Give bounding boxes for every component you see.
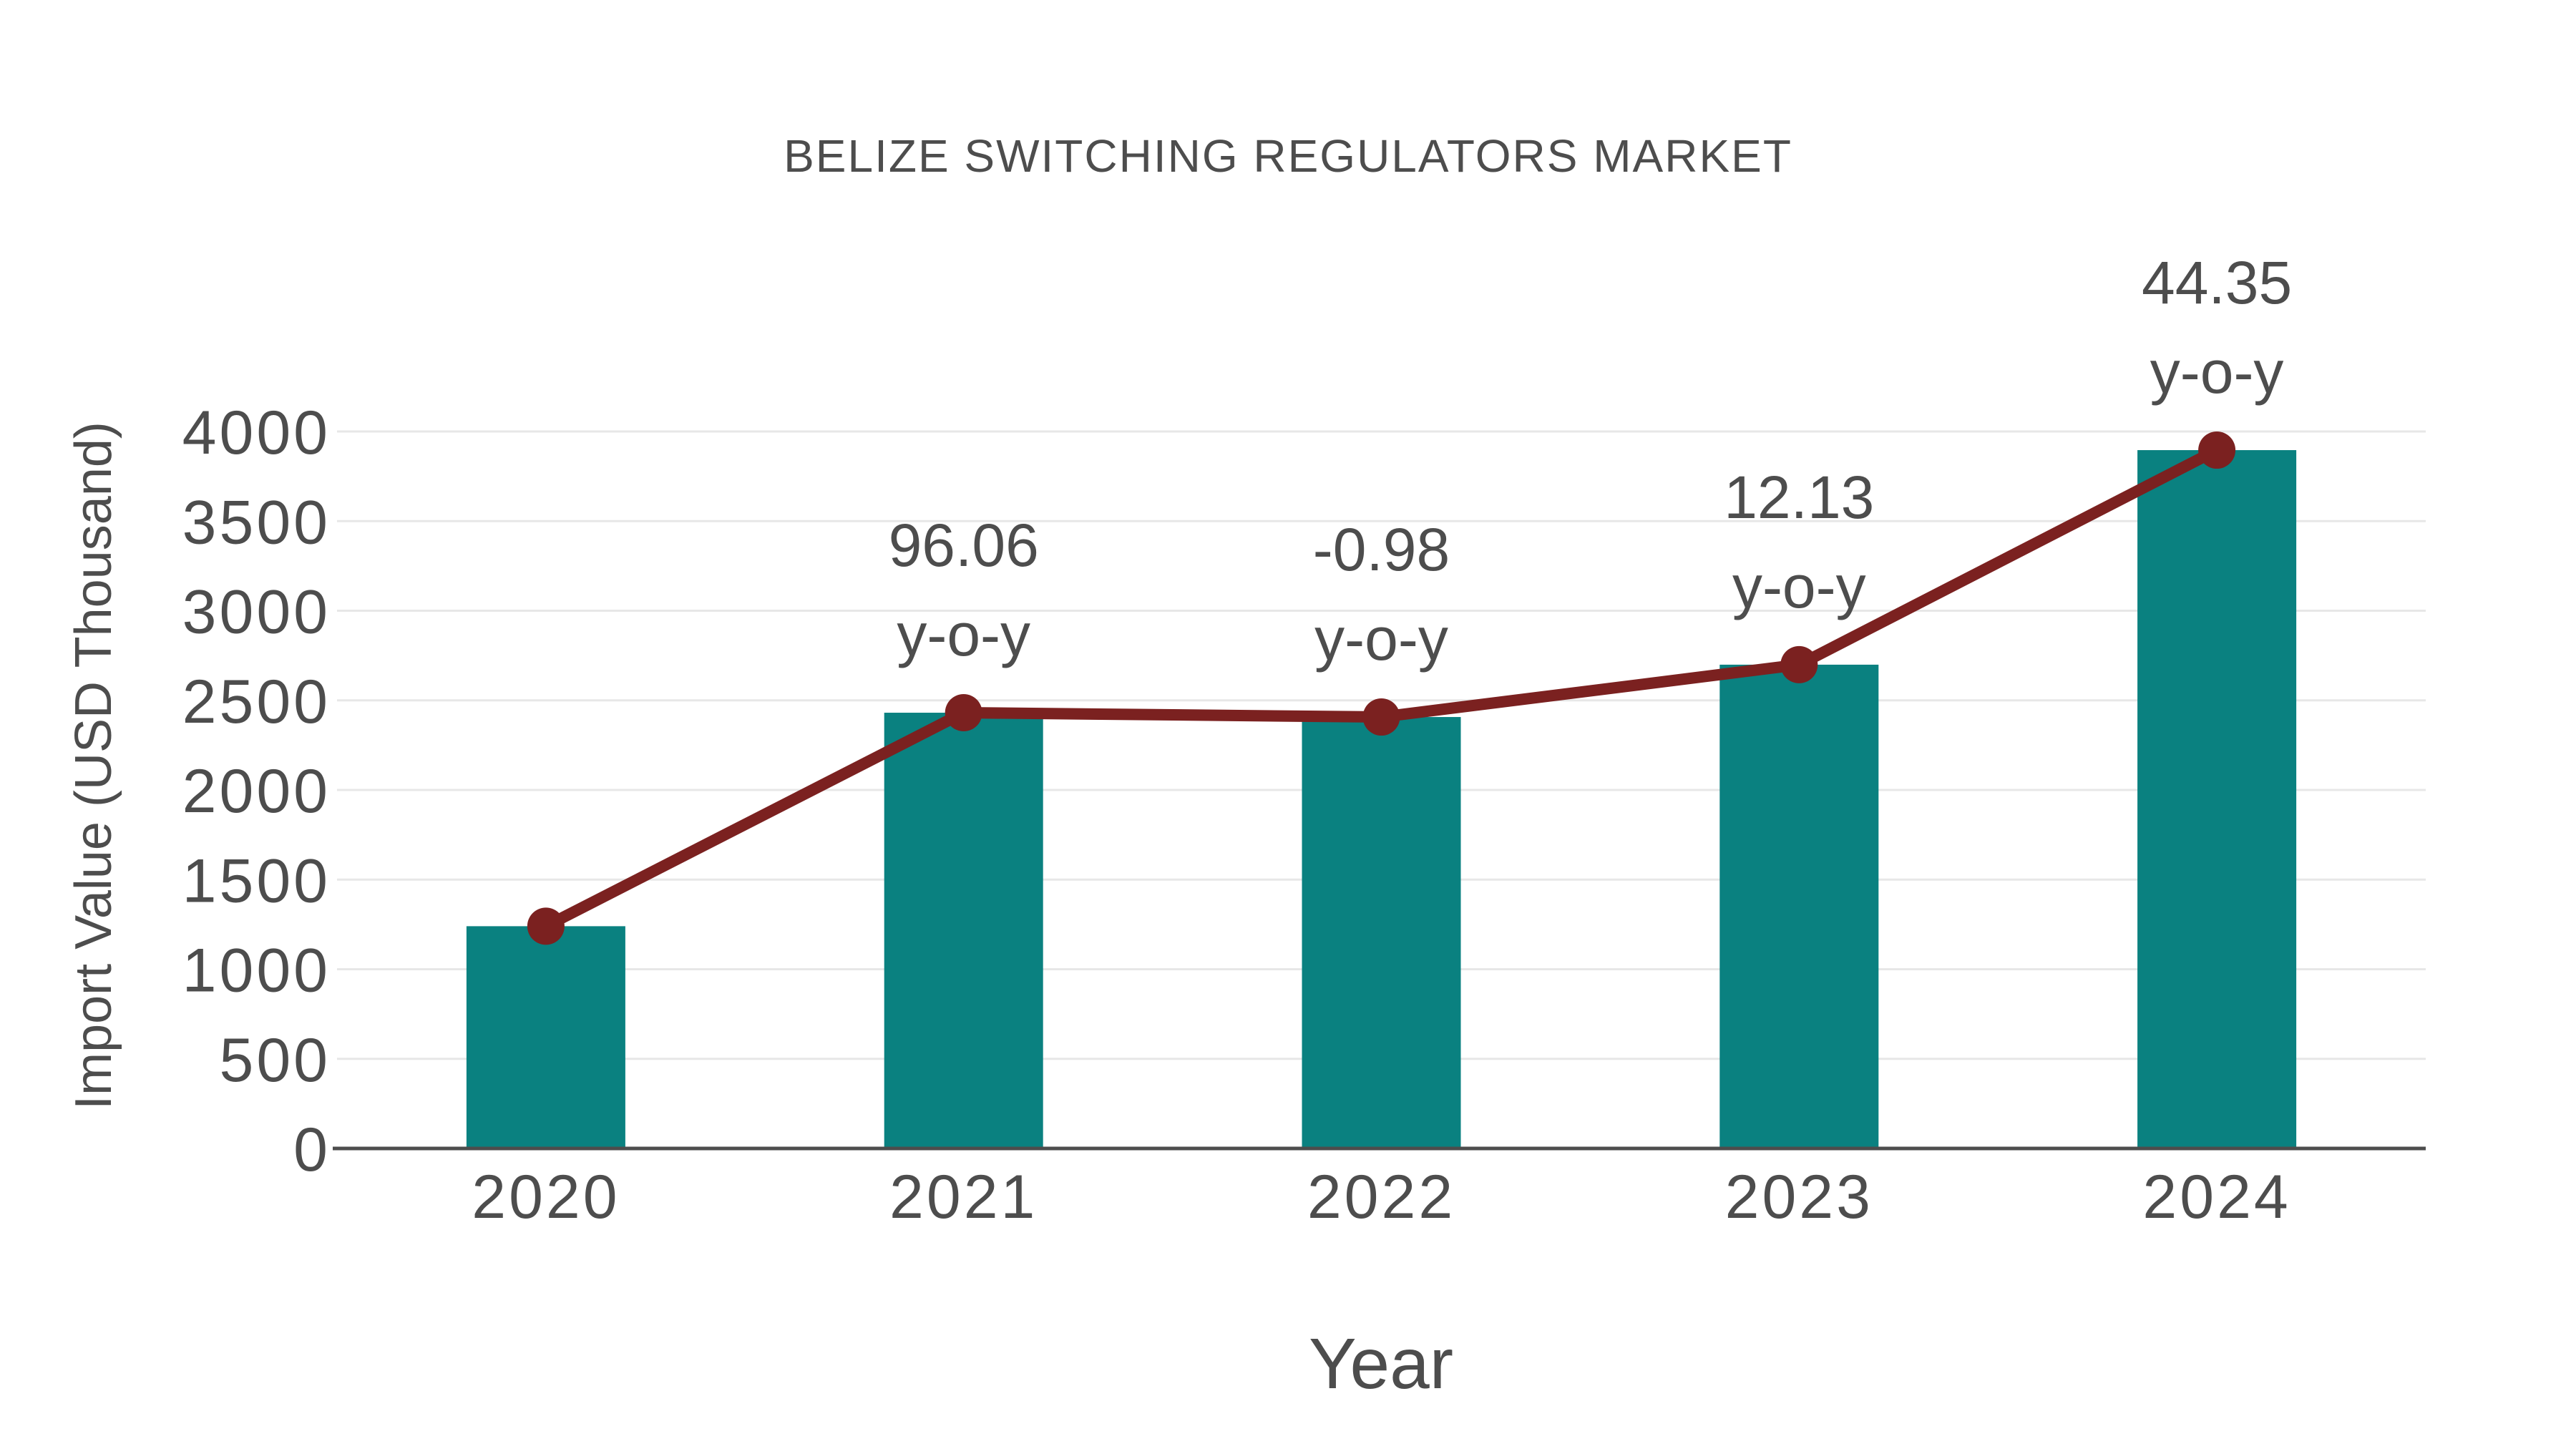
x-tick-label: 2021 [889,1163,1038,1231]
x-tick-label: 2024 [2142,1163,2290,1231]
bar [884,713,1043,1148]
point-label-suffix: y-o-y [1732,553,1866,620]
y-tick-label: 0 [293,1116,331,1184]
x-tick-label: 2020 [472,1163,620,1231]
chart-title: BELIZE SWITCHING REGULATORS MARKET [784,130,1792,182]
y-tick-label: 3500 [182,488,331,557]
y-tick-label: 500 [220,1026,331,1095]
point-label-value: 96.06 [889,512,1039,579]
y-tick-label: 2000 [182,757,331,826]
x-tick-label: 2022 [1307,1163,1455,1231]
bar [1302,717,1461,1148]
x-axis-tick-labels: 2020 2021 2022 2023 2024 [472,1163,2290,1231]
y-axis-title: Import Value (USD Thousand) [65,421,122,1110]
point-label-value: 44.35 [2142,249,2292,316]
y-tick-label: 4000 [182,399,331,467]
y-tick-label: 2500 [182,668,331,736]
x-tick-label: 2023 [1725,1163,1873,1231]
point-label-value: -0.98 [1313,516,1450,583]
y-axis-tick-labels: 0 500 1000 1500 2000 2500 3000 3500 4000 [182,399,331,1184]
point-labels: 96.06 y-o-y -0.98 y-o-y 12.13 y-o-y 44.35 y-o-y [889,249,2293,673]
trend-marker [2198,431,2236,469]
bar [466,926,625,1148]
bar [2137,450,2297,1148]
trend-marker [1362,698,1400,736]
y-tick-label: 1000 [182,937,331,1005]
bar-series [466,450,2297,1148]
y-tick-label: 1500 [182,847,331,915]
point-label-value: 12.13 [1724,464,1874,531]
trend-line-series [527,431,2236,945]
point-label-suffix: y-o-y [1314,605,1448,673]
y-tick-label: 3000 [182,578,331,647]
point-label-suffix: y-o-y [2150,338,2284,406]
x-axis-title: Year [1309,1324,1453,1404]
trend-marker [945,694,982,732]
point-label-suffix: y-o-y [897,601,1030,668]
trend-marker [1780,645,1818,683]
trend-marker [527,907,565,945]
bar [1719,664,1879,1148]
